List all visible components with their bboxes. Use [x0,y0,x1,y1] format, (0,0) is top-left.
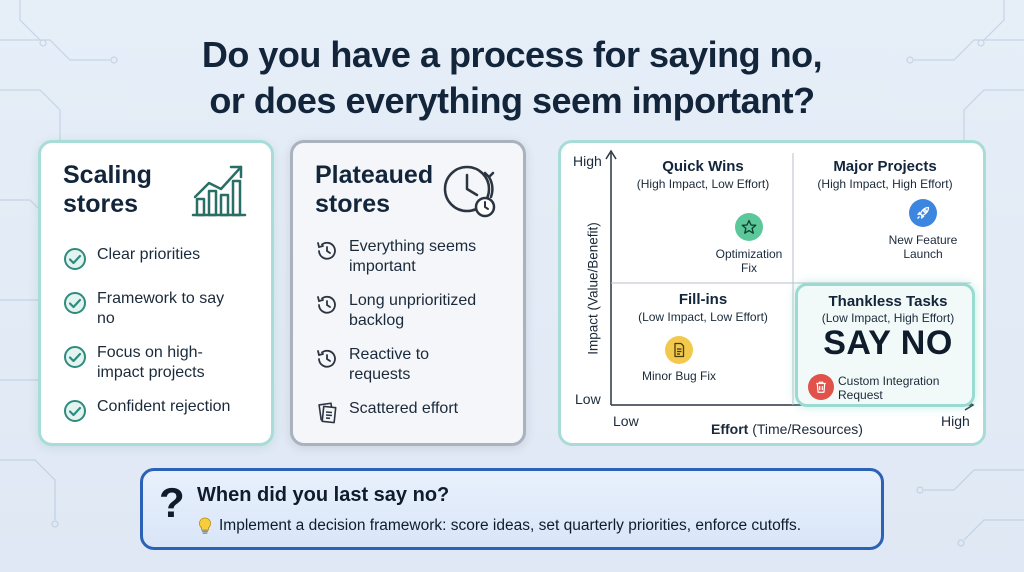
scaling-item: Framework to say no [63,289,263,329]
rocket-icon [909,199,937,227]
scaling-item-label: Framework to say no [97,290,225,327]
quick-wins-item-line-2: Fix [741,261,757,275]
quick-wins-title: Quick Wins [662,158,744,175]
plateau-heading: Plateaued stores [315,161,445,219]
priority-matrix: High Low Impact (Value/Benefit) Low High… [558,140,986,446]
scaling-item-label: Clear priorities [97,246,201,263]
thankless-item-line-1: Custom Integration [838,374,940,388]
x-high-label: High [941,413,970,429]
clock-history-icon [443,165,496,218]
x-axis-label: Effort (Time/Resources) [711,421,863,437]
scaling-heading-line-2: stores [63,190,139,218]
plateau-item-label: Everything seems important [349,238,477,275]
plateau-item-label: Scattered effort [349,400,459,417]
scaling-stores-card: Scaling stores Clear priorities Framewor… [38,140,274,446]
scaling-item: Clear priorities [63,245,263,271]
fill-ins-subtitle: (Low Impact, Low Effort) [638,310,768,324]
scattered-papers-icon [318,402,337,424]
callout-text: Implement a decision framework: score id… [219,517,802,534]
major-projects-subtitle: (High Impact, High Effort) [817,177,953,191]
check-circle-icon [64,248,86,270]
major-projects-item-line-2: Launch [903,247,943,261]
history-icon [317,295,336,314]
y-axis-label: Impact (Value/Benefit) [585,222,601,355]
quick-wins-item: Optimization Fix [701,247,797,275]
document-icon [665,336,693,364]
check-circle-icon [64,400,86,422]
plateau-heading-line-2: stores [315,190,391,218]
plateau-item: Reactive to requests [315,345,515,385]
question-mark-icon: ? [159,479,185,526]
scaling-heading: Scaling stores [63,161,193,219]
scaling-item-label: Confident rejection [97,398,231,415]
scaling-item-label: Focus on high-impact projects [97,344,205,381]
page-title: Do you have a process for saying no, or … [0,32,1024,124]
scaling-item: Confident rejection [63,397,263,423]
scaling-heading-line-1: Scaling [63,161,152,189]
plateau-item: Everything seems important [315,237,515,277]
quick-wins-item-line-1: Optimization [715,247,783,261]
thankless-title: Thankless Tasks [828,293,948,310]
major-projects-item: New Feature Launch [873,233,973,261]
check-circle-icon [64,292,86,314]
thankless-item: Custom Integration Request [838,374,978,402]
plateau-heading-line-1: Plateaued [315,161,434,189]
plateaued-stores-card: Plateaued stores Everything seems import… [290,140,526,446]
thankless-item-line-2: Request [838,388,883,402]
major-projects-title: Major Projects [833,158,937,175]
star-icon [735,213,763,241]
thankless-subtitle: (Low Impact, High Effort) [821,311,955,325]
callout-text-row: Implement a decision framework: score id… [197,517,801,535]
title-line-2: or does everything seem important? [209,80,815,121]
y-axis-arrow [605,149,617,160]
y-high-label: High [573,153,602,169]
trending-chart-icon [191,165,247,217]
quick-wins-subtitle: (High Impact, Low Effort) [636,177,770,191]
plateau-item: Scattered effort [315,399,515,425]
plateau-item-label: Long unprioritized backlog [349,292,477,329]
check-circle-icon [64,346,86,368]
say-no-callout: SAY NO [823,324,953,362]
title-line-1: Do you have a process for saying no, [201,34,823,75]
x-axis-label-rest: (Time/Resources) [752,421,863,437]
history-icon [317,241,336,260]
plateau-item-label: Reactive to requests [349,346,430,383]
lightbulb-icon [199,517,211,534]
trash-icon [808,374,834,400]
y-low-label: Low [575,391,601,407]
say-no-highlight: Thankless Tasks (Low Impact, High Effort… [795,283,975,407]
fill-ins-title: Fill-ins [678,291,728,308]
major-projects-item-line-1: New Feature [888,233,958,247]
circuit-decoration-right [906,0,1024,547]
scaling-item: Focus on high-impact projects [63,343,263,383]
x-low-label: Low [613,413,639,429]
plateau-item: Long unprioritized backlog [315,291,515,331]
x-axis-label-bold: Effort [711,421,749,437]
history-icon [317,349,336,368]
question-callout: ? When did you last say no? Implement a … [140,468,884,550]
callout-heading: When did you last say no? [197,484,450,506]
fill-ins-item: Minor Bug Fix [641,369,717,383]
